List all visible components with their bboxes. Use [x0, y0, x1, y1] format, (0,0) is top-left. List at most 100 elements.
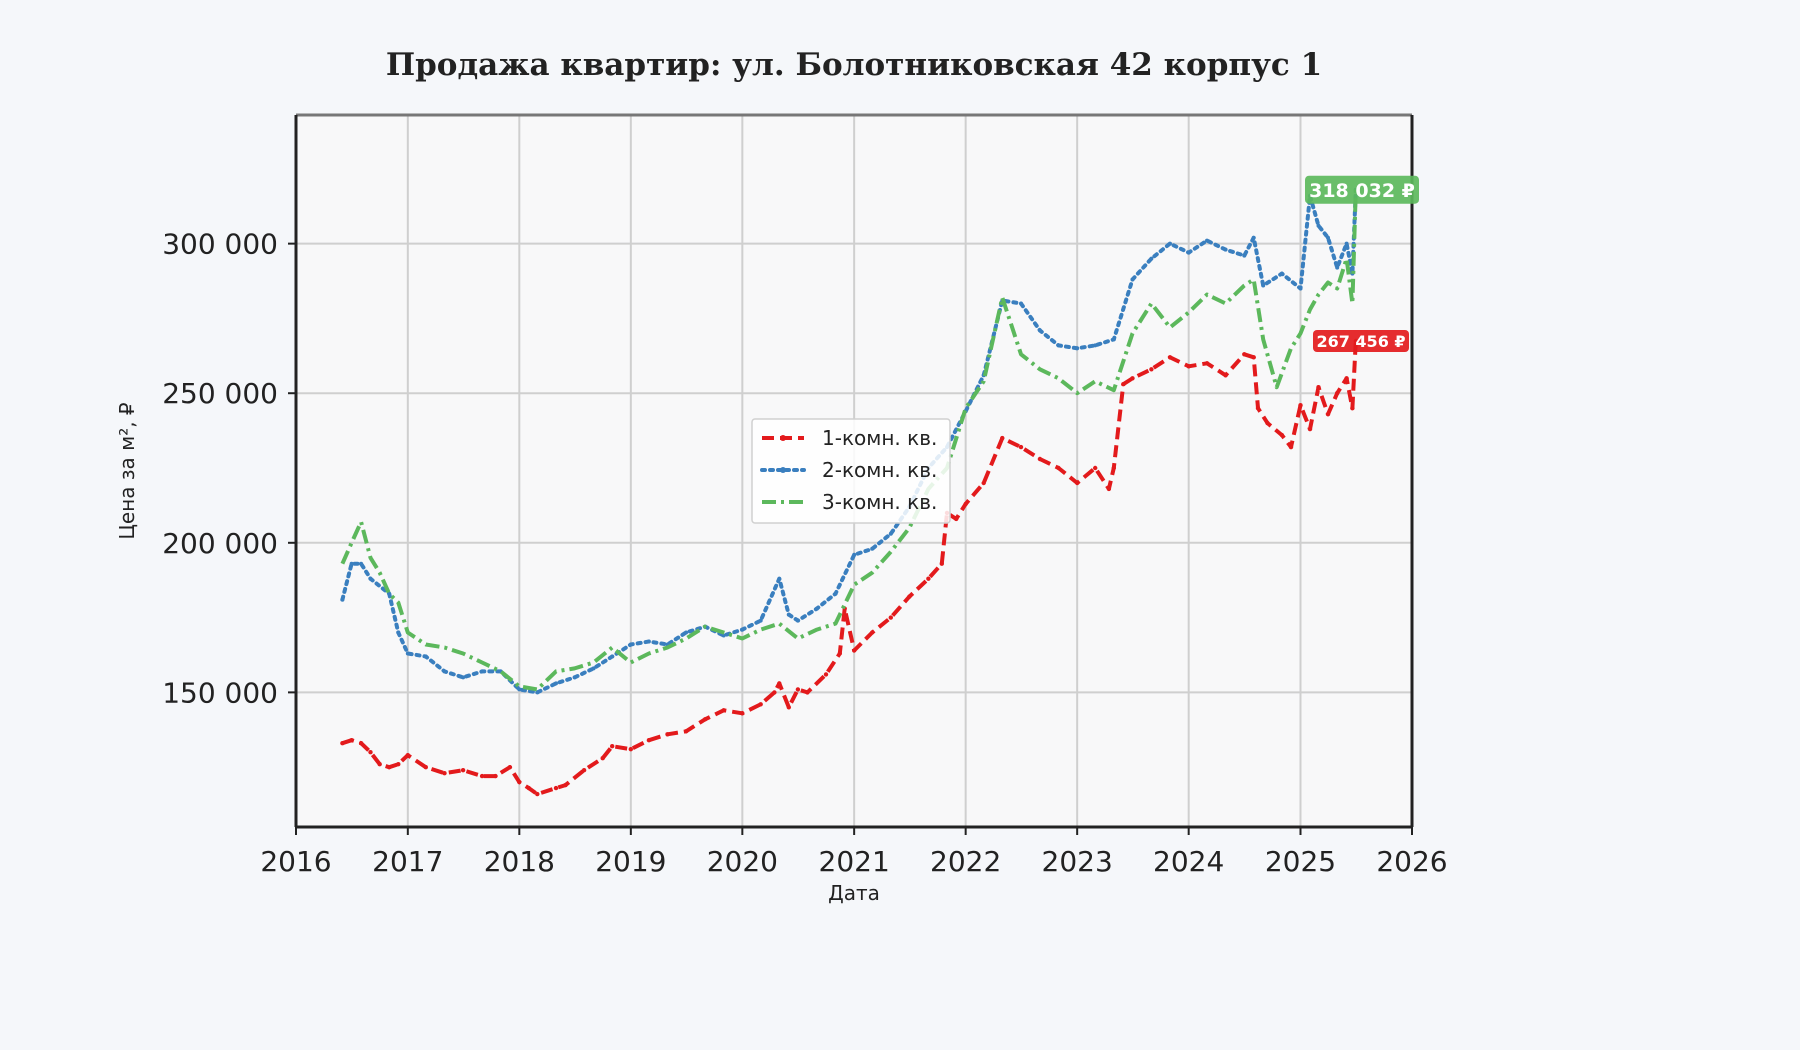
x-axis-ticks: 2016 2017 2018 2019 2020 2021 2022 2023 2024 2025… [260, 827, 1448, 878]
data-point [1149, 256, 1154, 261]
data-point [721, 708, 726, 713]
legend: 1-комн. кв. 2-комн. кв. 3-комн. кв. [751, 418, 951, 524]
value-badge [1305, 175, 1419, 204]
data-point [721, 633, 726, 638]
data-point [963, 501, 968, 507]
value-badge-label: 267 456 ₽ [1316, 332, 1405, 351]
data-point [1075, 346, 1080, 351]
data-point [1075, 480, 1080, 486]
data-point [572, 675, 577, 680]
data-point [1167, 355, 1173, 360]
data-point [1106, 486, 1112, 492]
data-point [1242, 253, 1247, 258]
data-point [852, 552, 857, 557]
y-axis-ticks: 150 000 200 000 250 000 300 000 [162, 228, 296, 709]
data-point [1019, 301, 1023, 306]
legend-label: 1-комн. кв. [822, 426, 937, 450]
x-tick-label: 2023 [1042, 845, 1113, 878]
data-point [1168, 241, 1172, 246]
data-point [870, 546, 875, 551]
x-tick-label: 2026 [1376, 845, 1447, 878]
data-point [683, 729, 689, 734]
data-point [1251, 355, 1256, 360]
data-point [358, 741, 364, 746]
data-point [1037, 456, 1043, 462]
data-point [610, 744, 615, 749]
data-point [1251, 235, 1256, 240]
x-tick-label: 2024 [1153, 845, 1224, 878]
data-point [628, 747, 633, 752]
data-point [423, 765, 428, 770]
data-point [553, 785, 559, 791]
data-point [1316, 223, 1321, 228]
data-point [1307, 426, 1313, 432]
data-point [740, 711, 745, 716]
data-point [423, 654, 428, 659]
data-point [1298, 403, 1303, 408]
x-axis-label: Дата [828, 881, 880, 905]
data-point [1279, 432, 1285, 438]
data-point [479, 773, 485, 779]
series-line-3-dashdot [340, 189, 1358, 692]
data-point [1335, 391, 1340, 396]
data-point [1223, 373, 1228, 378]
legend-marker [780, 435, 786, 441]
x-tick-label: 2021 [819, 845, 890, 878]
data-point [1056, 343, 1061, 348]
data-point [1037, 328, 1042, 333]
series-line-2-dotted [340, 187, 1358, 695]
data-point [646, 639, 651, 644]
x-tick-label: 2019 [595, 845, 666, 878]
data-point [340, 741, 345, 746]
x-tick-label: 2022 [930, 845, 1001, 878]
data-point [1130, 277, 1135, 282]
series-layer [340, 187, 1359, 797]
data-point [535, 690, 540, 695]
data-point [1121, 382, 1126, 387]
data-point [1111, 465, 1117, 471]
data-point [517, 687, 522, 692]
data-point [1093, 343, 1098, 348]
data-point [926, 576, 931, 581]
data-point [517, 779, 522, 785]
value-badge-label: 318 032 ₽ [1309, 180, 1415, 202]
data-point [349, 738, 354, 743]
data-point [396, 630, 401, 635]
data-point [387, 765, 392, 770]
data-point [340, 597, 345, 602]
data-point [1350, 406, 1355, 411]
y-tick-label: 200 000 [162, 527, 278, 560]
data-point [786, 612, 791, 617]
data-point [888, 531, 893, 536]
data-point [907, 594, 912, 599]
data-point [888, 615, 893, 620]
data-point [684, 630, 689, 635]
data-point [1130, 376, 1135, 381]
data-point [795, 687, 801, 692]
legend-label: 2-комн. кв. [822, 458, 937, 482]
y-tick-label: 150 000 [162, 676, 278, 709]
legend-label: 3-комн. кв. [822, 490, 937, 514]
x-tick-label: 2020 [707, 845, 778, 878]
value-badge [1313, 329, 1409, 352]
data-point [507, 765, 513, 770]
chart-title: Продажа квартир: ул. Болотниковская 42 к… [386, 47, 1322, 83]
data-point [442, 771, 447, 776]
data-point [1298, 286, 1303, 291]
data-point [795, 618, 800, 623]
data-point [823, 672, 829, 677]
data-point [758, 702, 763, 707]
data-point [870, 630, 875, 635]
data-point [493, 773, 498, 779]
data-point [702, 717, 708, 722]
x-tick-label: 2017 [372, 845, 443, 878]
data-point [777, 681, 782, 686]
data-point [758, 618, 763, 623]
data-point [600, 756, 605, 761]
chart: Продажа квартир: ул. Болотниковская 42 к… [115, 47, 1448, 905]
data-point [786, 705, 791, 710]
data-point [805, 690, 810, 695]
data-point [1279, 271, 1284, 276]
data-point [1261, 283, 1266, 288]
data-point [461, 675, 466, 680]
